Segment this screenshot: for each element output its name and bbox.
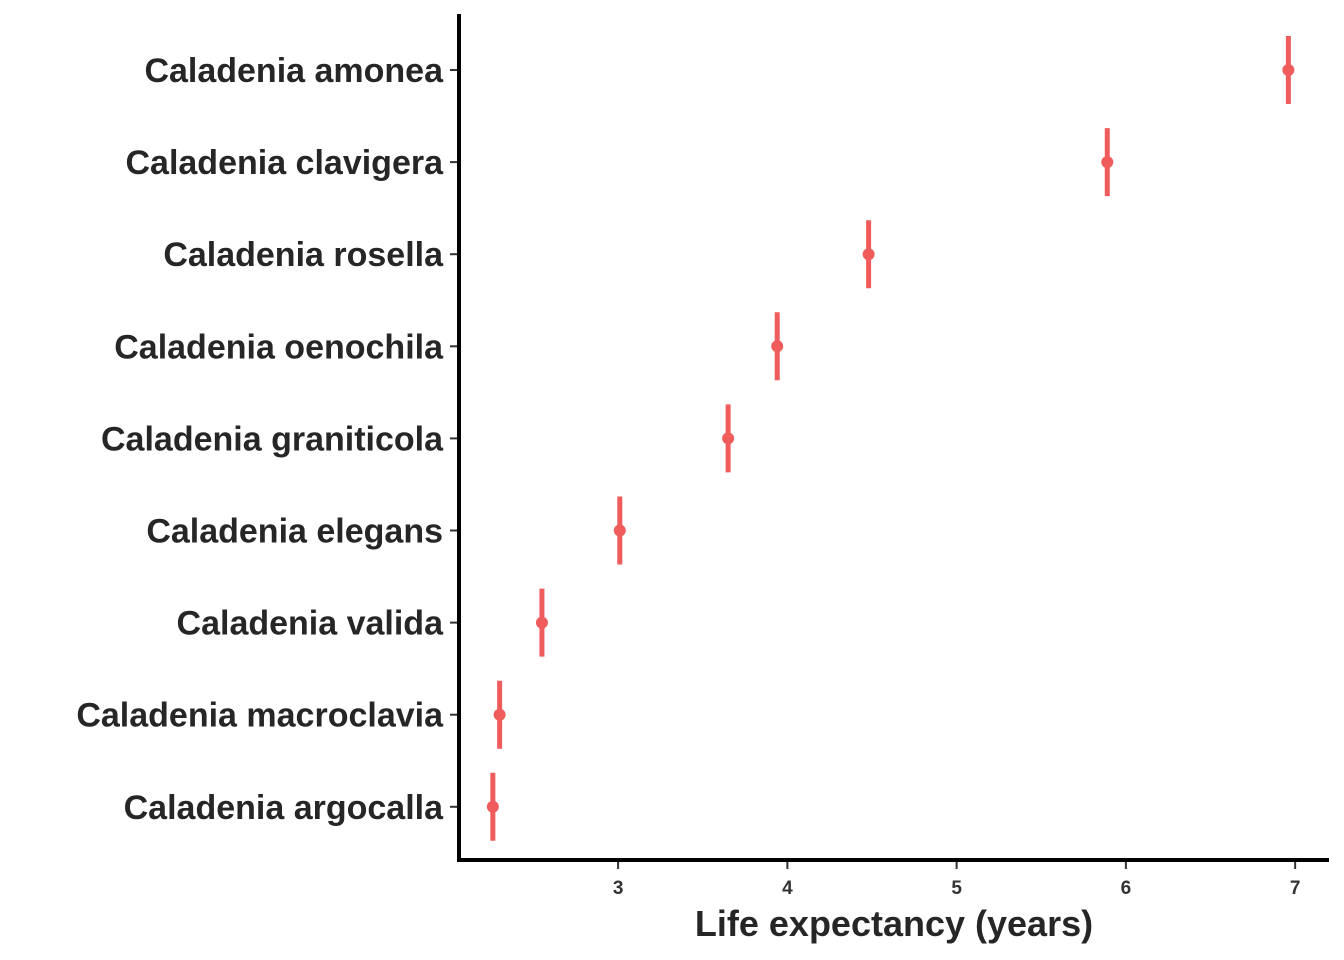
data-points	[486, 36, 1295, 841]
x-axis-tick-labels: 3 4 5 6 7	[613, 878, 1301, 899]
y-tick-label: Caladenia elegans	[146, 513, 443, 551]
data-point	[535, 616, 548, 629]
x-tick-label: 4	[782, 878, 793, 899]
data-point	[1101, 156, 1114, 169]
y-axis-labels: Caladenia amonea Caladenia clavigera Calad…	[76, 52, 444, 827]
data-point	[1282, 64, 1295, 76]
y-tick-label: Caladenia oenochila	[114, 328, 444, 366]
y-tick-label: Caladenia amonea	[144, 52, 444, 90]
data-point	[493, 708, 506, 721]
x-tick-label: 6	[1121, 878, 1132, 899]
y-tick-label: Caladenia valida	[177, 605, 445, 643]
y-tick-label: Caladenia macroclavia	[76, 697, 444, 735]
x-axis-ticks	[617, 862, 1297, 869]
x-tick-label: 3	[613, 878, 624, 899]
y-axis-ticks	[450, 69, 459, 808]
data-point	[486, 800, 499, 813]
y-tick-label: Caladenia argocalla	[124, 789, 444, 827]
y-tick-label: Caladenia rosella	[163, 236, 444, 274]
x-tick-label: 5	[951, 878, 962, 899]
x-axis-title: Life expectancy (years)	[695, 903, 1093, 944]
y-tick-label: Caladenia clavigera	[125, 144, 444, 182]
data-point	[771, 340, 784, 353]
data-point	[862, 248, 875, 261]
data-point	[722, 432, 735, 445]
y-tick-label: Caladenia graniticola	[101, 420, 444, 458]
data-point	[613, 524, 626, 537]
x-tick-label: 7	[1290, 878, 1301, 899]
